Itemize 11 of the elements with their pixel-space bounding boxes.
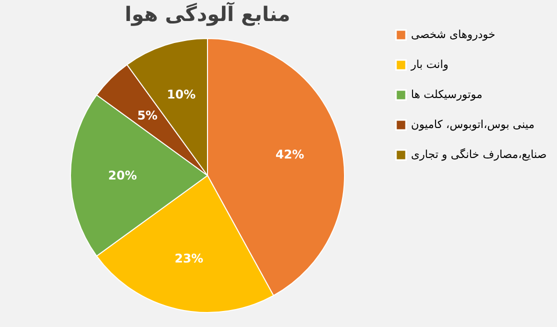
legend-label: خودروهای شخصی [411,28,496,41]
legend-label: موتورسیکلت ها [411,88,482,101]
legend-label: وانت بار [410,58,448,71]
legend-label: صنایع،مصارف خانگی و تجاری [411,148,547,161]
data-label: 23% [174,251,204,266]
data-label: 20% [108,168,137,182]
chart-title: منابع آلودگی هوا [124,1,290,26]
data-label: 10% [166,88,196,102]
data-label: 5% [137,108,158,122]
data-label: 42% [275,147,304,162]
legend-label: مینی بوس،اتوبوس، کامیون [411,118,535,131]
